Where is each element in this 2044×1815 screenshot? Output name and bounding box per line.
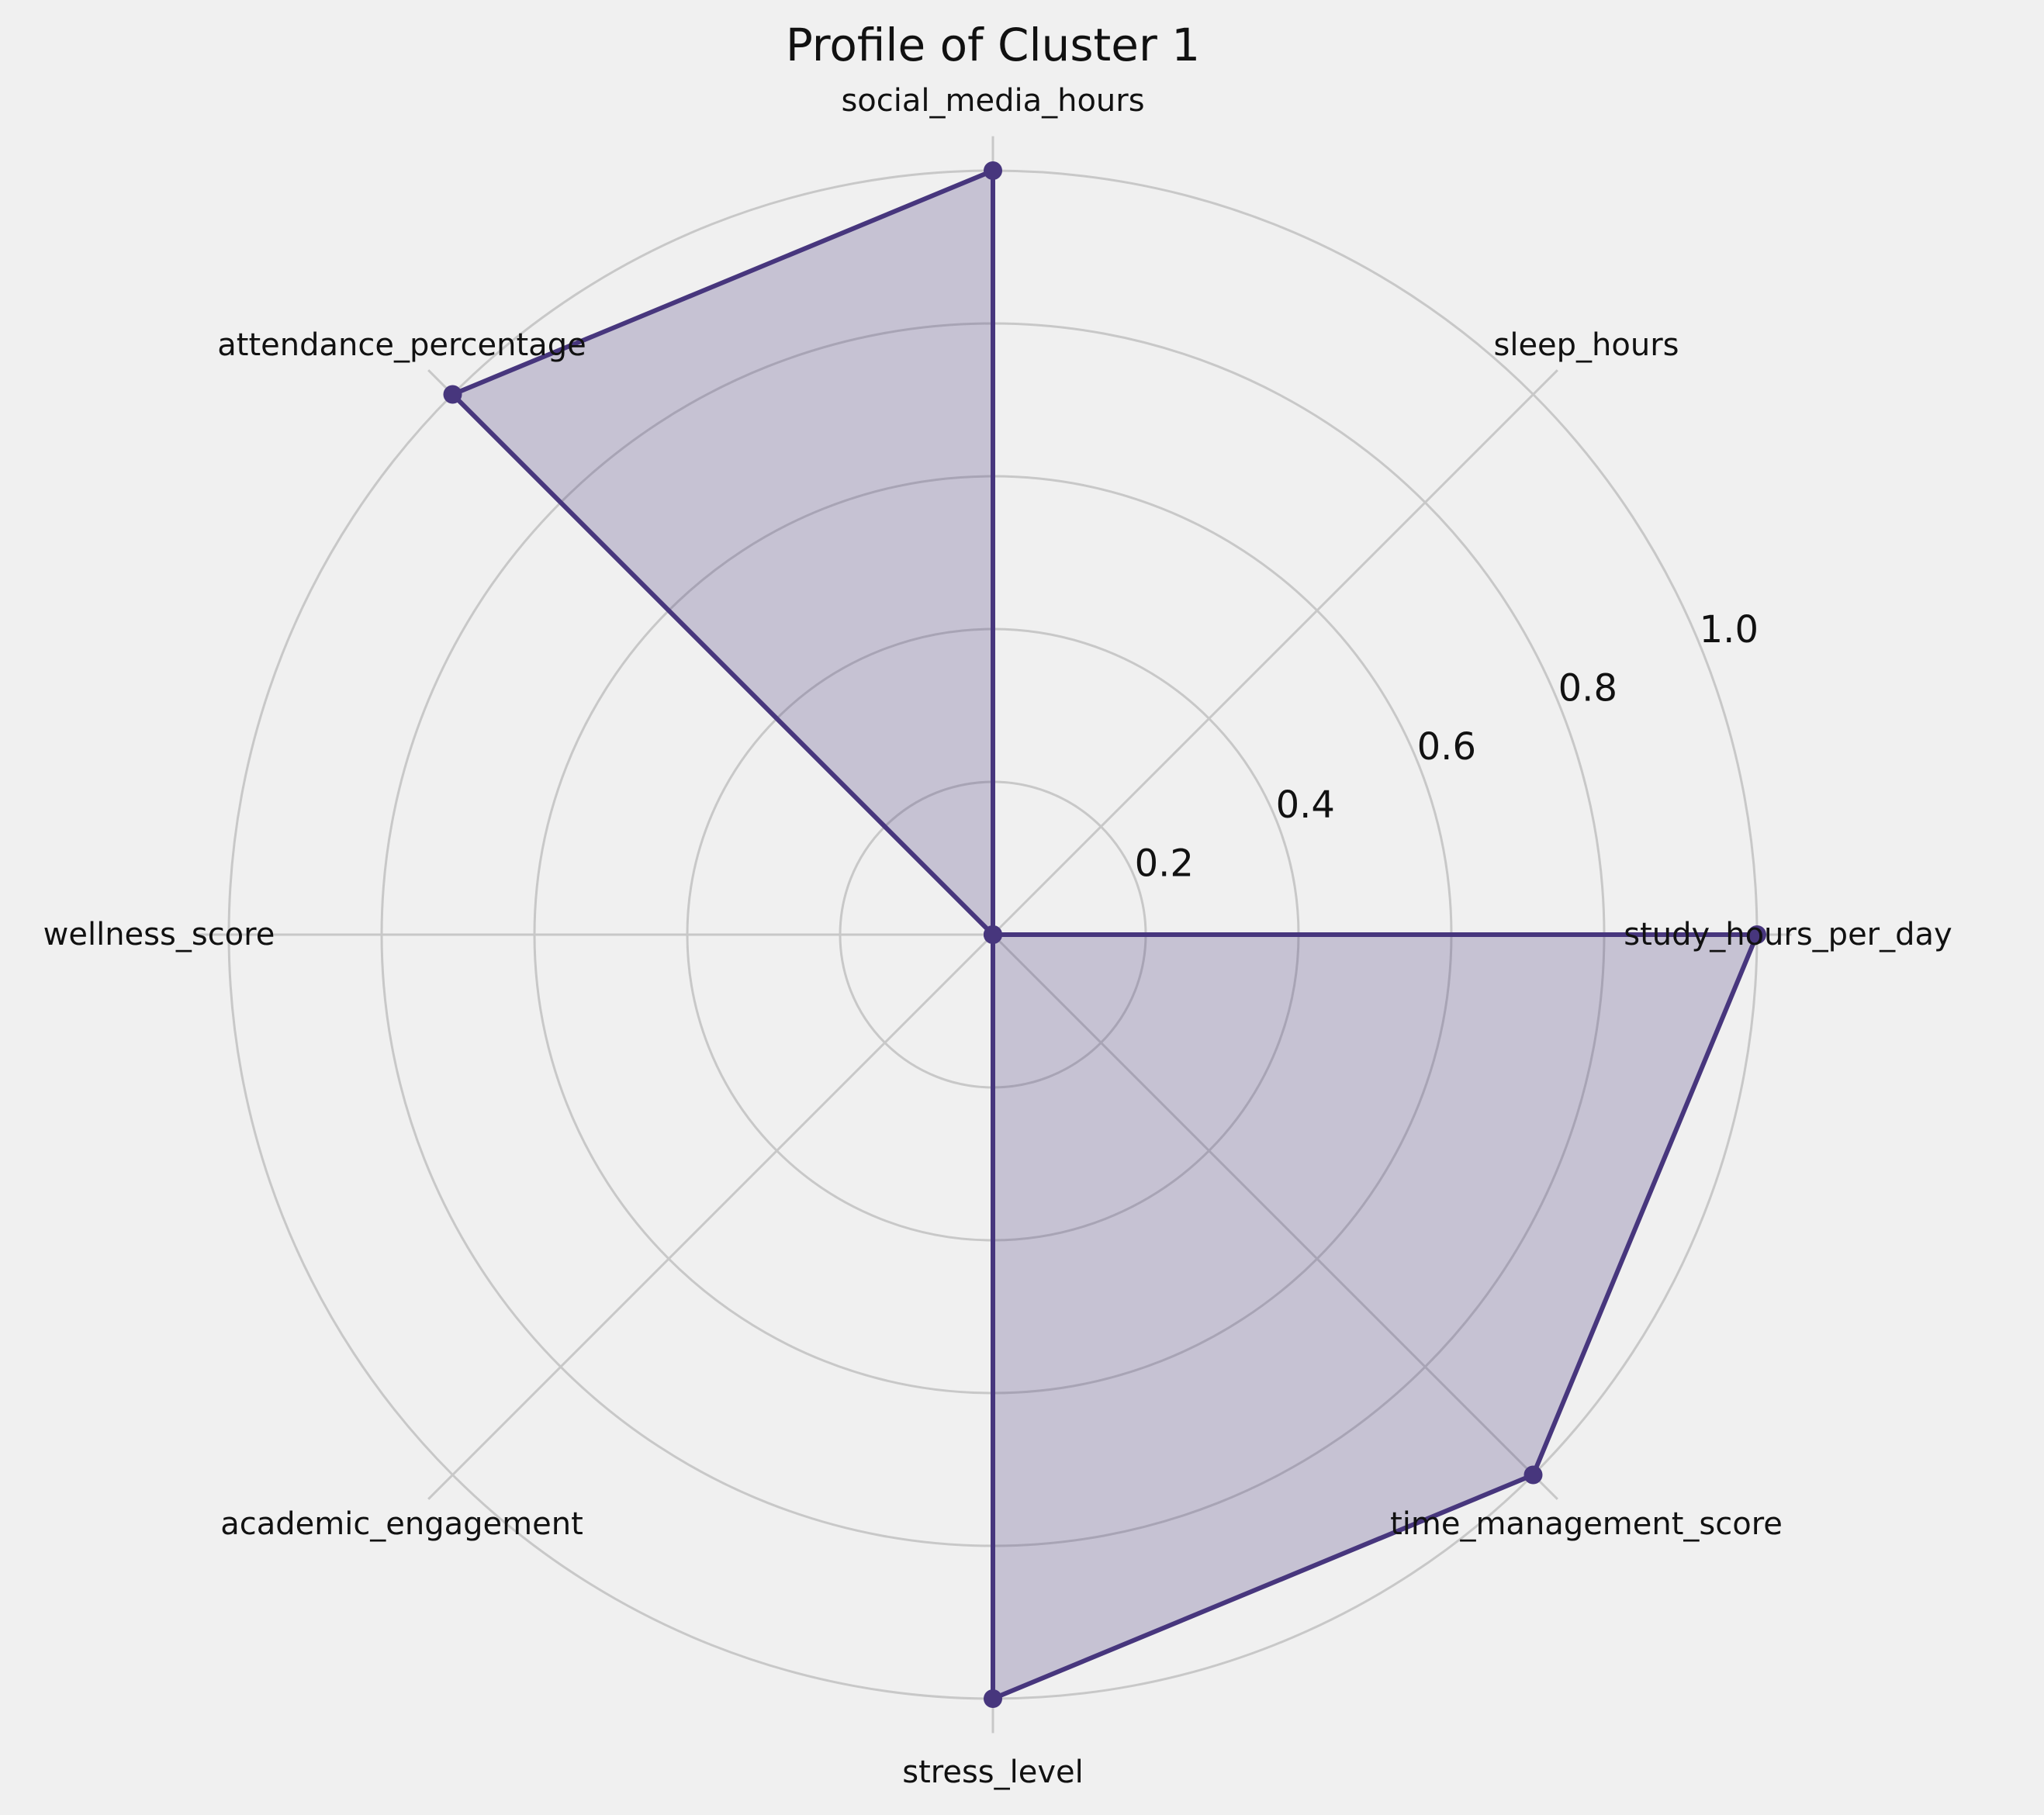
axis-label-social_media_hours: social_media_hours — [841, 83, 1144, 119]
axis-label-attendance_percentage: attendance_percentage — [217, 327, 586, 363]
r-tick-label-2: 0.6 — [1417, 725, 1476, 769]
radial-tick-labels: 0.2 0.4 0.6 0.8 1.0 — [1135, 608, 1759, 886]
data-point-study_hours_per_day — [1748, 925, 1766, 944]
data-point-social_media_hours — [984, 161, 1002, 180]
series-line — [450, 168, 1759, 1701]
axis-label-academic_engagement: academic_engagement — [220, 1506, 583, 1542]
data-series — [443, 161, 1766, 1708]
r-tick-label-1: 0.4 — [1276, 783, 1335, 827]
spoke-5 — [427, 933, 994, 1500]
axis-label-study_hours_per_day: study_hours_per_day — [1624, 917, 1952, 952]
data-point-academic_engagement — [984, 925, 1002, 944]
axis-label-wellness_score: wellness_score — [43, 917, 275, 952]
spoke-7 — [991, 933, 1558, 1500]
axis-labels: study_hours_per_day sleep_hours social_med… — [43, 83, 1952, 1790]
r-tick-label-4: 1.0 — [1700, 608, 1759, 652]
spoke-1 — [991, 369, 1558, 936]
axis-label-sleep_hours: sleep_hours — [1493, 327, 1679, 363]
r-tick-label-0: 0.2 — [1135, 842, 1194, 886]
axis-label-time_management_score: time_management_score — [1390, 1506, 1783, 1542]
data-point-attendance_percentage — [443, 385, 462, 404]
chart-title: Profile of Cluster 1 — [786, 19, 1200, 71]
data-point-time_management_score — [1523, 1465, 1543, 1485]
data-point-stress_level — [984, 1689, 1002, 1708]
r-tick-label-3: 0.8 — [1558, 666, 1617, 710]
axis-label-stress_level: stress_level — [902, 1754, 1084, 1790]
